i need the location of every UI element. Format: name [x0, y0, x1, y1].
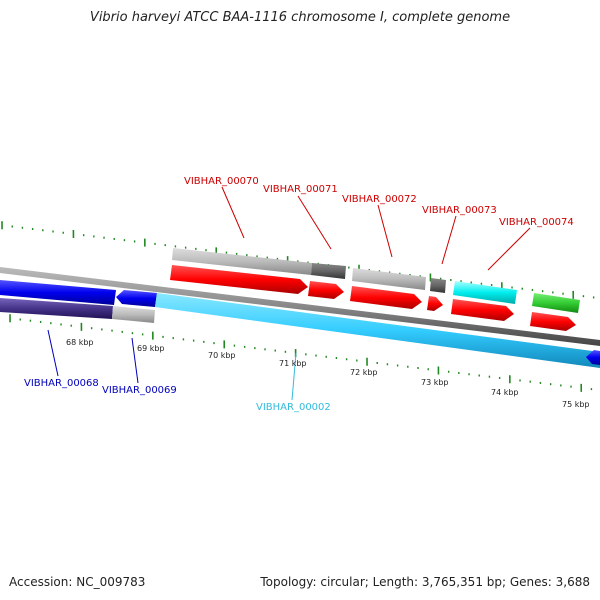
gene-label: VIBHAR_00002 — [256, 402, 331, 413]
scale-labels: 68 kbp 69 kbp 70 kbp 71 kbp 72 kbp 73 kb… — [66, 338, 590, 409]
pseudo-feature — [0, 298, 113, 319]
map-title: Vibrio harveyi ATCC BAA-1116 chromosome … — [89, 10, 511, 25]
gene-feature — [172, 248, 312, 275]
forward-arrow-icon — [308, 281, 344, 299]
reverse-arrow-icon — [586, 350, 600, 365]
accession: Accession: NC_009783 — [9, 575, 146, 589]
gene-labels: VIBHAR_00070 VIBHAR_00071 VIBHAR_00072 V… — [24, 176, 574, 413]
gene-label: VIBHAR_00071 — [263, 184, 338, 195]
scale-label: 69 kbp — [137, 344, 165, 353]
gene-label: VIBHAR_00073 — [422, 205, 497, 216]
scale-label: 71 kbp — [279, 359, 307, 368]
scale-label: 68 kbp — [66, 338, 94, 347]
gene-label: VIBHAR_00070 — [184, 176, 259, 187]
forward-arrow-icon — [170, 265, 308, 294]
misc-feature — [532, 293, 580, 313]
reverse-cds — [0, 280, 116, 305]
label-leaders — [47, 186, 531, 401]
genome-summary: Topology: circular; Length: 3,765,351 bp… — [260, 575, 590, 589]
forward-arrow-icon — [427, 296, 443, 311]
forward-cds-track — [170, 265, 576, 331]
backbone — [0, 267, 600, 346]
gene-feature — [311, 263, 346, 279]
forward-arrow-icon — [451, 299, 514, 321]
gene-label: VIBHAR_00074 — [499, 217, 574, 228]
gene-label: VIBHAR_00072 — [342, 194, 417, 205]
gene-label: VIBHAR_00068 — [24, 378, 99, 389]
reverse-cds-track — [0, 280, 600, 368]
scale-label: 70 kbp — [208, 351, 236, 360]
reverse-arrow-icon — [116, 290, 157, 307]
rrna-feature — [155, 293, 600, 368]
trna-feature — [453, 281, 517, 304]
scale-label: 75 kbp — [562, 400, 590, 409]
scale-label: 73 kbp — [421, 378, 449, 387]
forward-gene-track — [172, 248, 580, 313]
reverse-gene-track — [0, 298, 155, 323]
gene-feature — [430, 278, 446, 293]
gene-feature — [112, 306, 155, 323]
forward-arrow-icon — [350, 286, 422, 309]
scale-label: 72 kbp — [350, 368, 378, 377]
tick-marks — [1, 221, 595, 392]
scale-label: 74 kbp — [491, 388, 519, 397]
gene-label: VIBHAR_00069 — [102, 385, 177, 396]
forward-arrow-icon — [530, 312, 576, 331]
gene-feature — [352, 268, 426, 290]
